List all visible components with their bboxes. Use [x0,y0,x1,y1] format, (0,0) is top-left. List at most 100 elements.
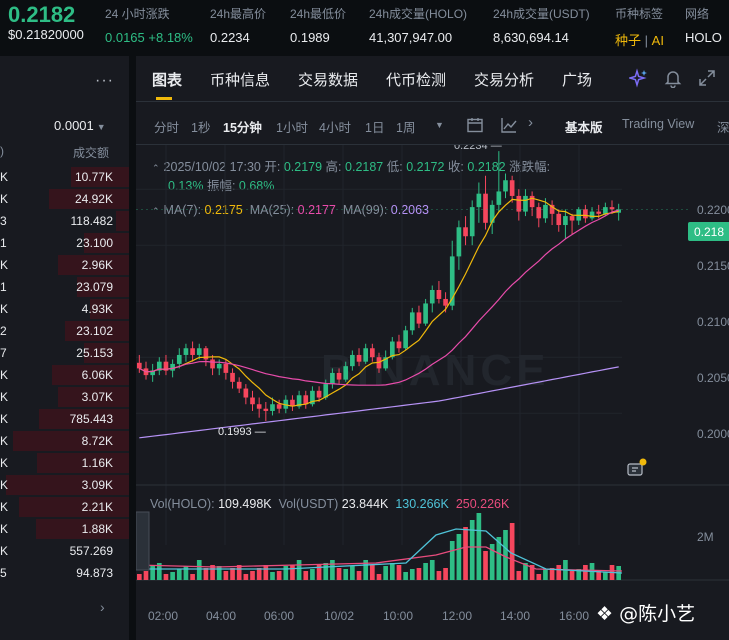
stat-label: 24h成交量(USDT) [493,7,590,21]
candle-body [190,348,195,355]
volume-bar [203,568,209,580]
calendar-icon[interactable] [466,116,484,134]
volume-bar [143,571,149,580]
orderbook-row[interactable]: K 1.88K [0,518,129,540]
tab-chart[interactable]: 图表 [152,72,183,89]
orderbook-row[interactable]: 7 25.153 [0,342,129,364]
expand-icon[interactable] [697,68,717,88]
orderbook-row[interactable]: 5 94.873 [0,562,129,584]
tab-token-info[interactable]: 币种信息 [210,72,271,89]
tab-square[interactable]: 广场 [562,72,593,89]
tradingview-button[interactable]: Trading View [622,117,695,131]
tab-token-check[interactable]: 代币检测 [386,72,447,89]
volume-bar [436,571,442,580]
precision-select[interactable]: 0.0001 ▼ [54,118,106,133]
candle-body [383,357,388,369]
candle-body [276,404,282,409]
candle-body [243,388,249,398]
row-price: K [0,192,9,206]
chat-icon[interactable] [626,458,648,480]
tab-trade-analysis[interactable]: 交易分析 [474,72,535,89]
orderbook-row[interactable]: K 2.96K [0,254,129,276]
orderbook-row[interactable]: K 785.443 [0,408,129,430]
chevron-down-icon: ▼ [96,122,106,132]
volume-bar [230,568,235,580]
collapse-icon[interactable]: ⌃ [152,163,160,173]
depth-bar [38,409,129,429]
orderbook-row[interactable]: K 3.09K [0,474,129,496]
row-volume: 1.88K [81,522,113,536]
vol-quote-value: 23.844K [341,497,389,511]
candlestick-chart[interactable]: BINANCE 0.2234 — 0.1993 — [136,145,729,640]
stat-label: 24h最低价 [290,7,347,21]
volume-bar [583,565,588,580]
row-price: K [0,478,9,492]
time-axis-label: 04:00 [206,609,237,623]
row-volume: 10.77K [74,170,113,184]
candle-body [290,399,295,407]
candle-body [589,211,595,219]
depth-bar [64,321,129,341]
orderbook-row[interactable]: K 3.07K [0,386,129,408]
candle-body [210,359,215,369]
orderbook-row[interactable]: K 6.06K [0,364,129,386]
candle-body [529,195,535,208]
volume-bar [170,572,175,580]
interval-1s[interactable]: 1秒 [191,121,211,135]
depth-bar [6,475,129,495]
orderbook-row[interactable]: K 557.269 [0,540,129,562]
candle-body [569,216,575,221]
depth-button[interactable]: 深 [717,121,729,135]
sparkle-icon[interactable] [629,68,649,88]
interval-time[interactable]: 分时 [154,121,180,135]
orderbook-row[interactable]: K 8.72K [0,430,129,452]
chevron-down-icon[interactable]: ▼ [435,120,444,130]
interval-4h[interactable]: 4小时 [319,121,351,135]
more-options-icon[interactable]: ··· [95,72,114,89]
candle-body [423,303,428,324]
orderbook-row[interactable]: K 24.92K [0,188,129,210]
row-price: 5 [0,566,7,580]
orderbook-row[interactable]: 3 118.482 [0,210,129,232]
basic-view-button[interactable]: 基本版 [565,121,603,135]
candle-body [476,193,482,208]
orderbook-row[interactable]: 2 23.102 [0,320,129,342]
orderbook-row[interactable]: 1 23.100 [0,232,129,254]
interval-1h[interactable]: 1小时 [276,121,308,135]
candle-body [203,348,209,360]
volume-bar [303,571,309,580]
orderbook-row[interactable]: 1 23.079 [0,276,129,298]
indicator-icon[interactable] [500,116,518,134]
orderbook-row[interactable]: K 10.77K [0,166,129,188]
candle-body [350,354,355,367]
chevron-right-icon[interactable]: › [528,114,533,131]
interval-1w[interactable]: 1周 [396,121,416,135]
orderbook-row[interactable]: K 2.21K [0,496,129,518]
bell-icon[interactable] [663,68,683,88]
candle-body [316,390,322,398]
candle-body [409,312,415,331]
volume-bar [196,560,202,580]
vol-base-value: 109.498K [218,497,272,511]
row-volume: 24.92K [74,192,113,206]
tag-seed[interactable]: 种子 [615,33,642,48]
tab-trading-data[interactable]: 交易数据 [298,72,359,89]
interval-15m[interactable]: 15分钟 [223,121,262,135]
chevron-right-icon[interactable]: › [100,599,105,615]
time-axis-label: 16:00 [559,609,590,623]
interval-1d[interactable]: 1日 [365,121,385,135]
tag-separator: | [644,33,649,48]
tag-ai[interactable]: AI [651,33,664,48]
stat-label: 24h成交量(HOLO) [369,7,468,21]
volume-bar [236,565,242,580]
row-volume: 23.102 [76,324,113,338]
orderbook-row[interactable]: K 4.93K [0,298,129,320]
orderbook-row[interactable]: K 1.16K [0,452,129,474]
candle-body [556,213,562,226]
collapse-icon[interactable]: ⌃ [152,206,160,216]
ticker-bar: 0.2182 $0.21820000 24 小时涨跌 0.0165 +8.18%… [0,0,729,48]
stat-24h-high: 24h最高价 0.2234 [210,5,266,45]
volume-bar [256,568,262,580]
depth-bar [51,365,129,385]
